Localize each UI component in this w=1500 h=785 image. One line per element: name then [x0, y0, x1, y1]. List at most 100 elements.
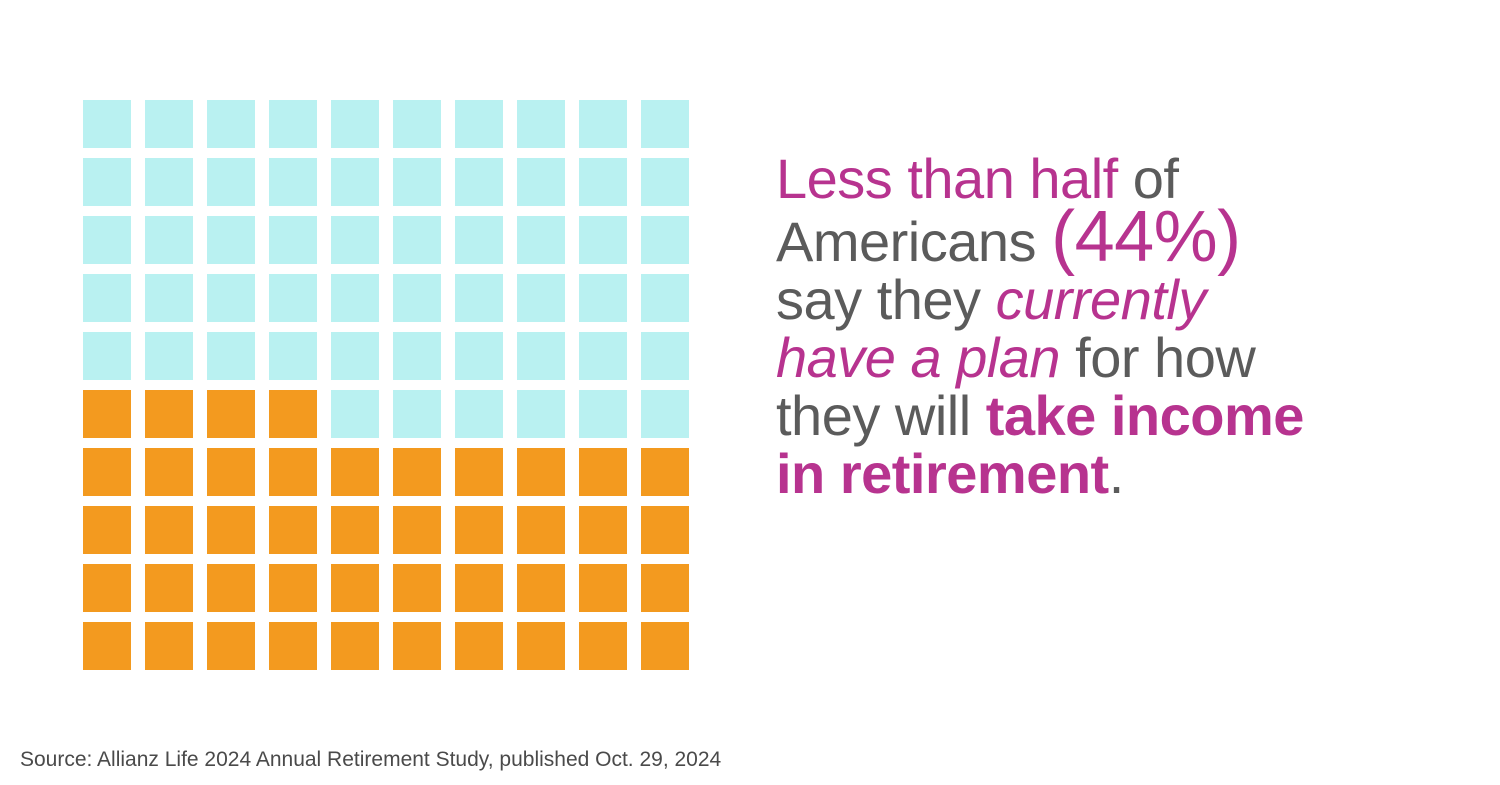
waffle-cell-filled [269, 622, 317, 670]
waffle-cell-empty [517, 158, 565, 206]
waffle-cell-empty [455, 158, 503, 206]
headline-currently: currently [995, 268, 1207, 331]
waffle-cell-filled [145, 448, 193, 496]
waffle-cell-filled [83, 564, 131, 612]
waffle-cell-empty [641, 100, 689, 148]
waffle-cell-filled [83, 506, 131, 554]
headline-have-a-plan: have a plan [776, 326, 1061, 389]
waffle-cell-empty [517, 274, 565, 322]
waffle-cell-empty [579, 274, 627, 322]
waffle-cell-empty [331, 274, 379, 322]
waffle-cell-empty [269, 100, 317, 148]
waffle-cell-filled [455, 506, 503, 554]
waffle-cell-empty [393, 158, 441, 206]
waffle-cell-empty [83, 158, 131, 206]
waffle-cell-empty [455, 100, 503, 148]
headline-period: . [1108, 442, 1125, 505]
waffle-cell-filled [83, 448, 131, 496]
headline-take-income: take income [985, 384, 1305, 447]
waffle-cell-empty [641, 390, 689, 438]
waffle-cell-empty [517, 332, 565, 380]
waffle-cell-empty [83, 100, 131, 148]
waffle-cell-filled [331, 622, 379, 670]
waffle-cell-filled [331, 506, 379, 554]
headline-less-than-half: Less than half [776, 147, 1118, 210]
waffle-cell-empty [207, 274, 255, 322]
waffle-cell-filled [517, 506, 565, 554]
waffle-cell-filled [579, 564, 627, 612]
waffle-cell-empty [393, 100, 441, 148]
waffle-cell-filled [207, 622, 255, 670]
waffle-cell-filled [83, 622, 131, 670]
waffle-cell-empty [207, 332, 255, 380]
waffle-cell-filled [269, 448, 317, 496]
waffle-cell-filled [83, 390, 131, 438]
waffle-cell-filled [641, 448, 689, 496]
waffle-cell-empty [393, 390, 441, 438]
waffle-cell-empty [517, 216, 565, 264]
waffle-cell-empty [517, 100, 565, 148]
waffle-cell-filled [269, 506, 317, 554]
waffle-cell-filled [207, 390, 255, 438]
headline-line-4: have a plan for how [776, 329, 1476, 387]
waffle-cell-filled [455, 448, 503, 496]
waffle-cell-empty [455, 216, 503, 264]
waffle-cell-empty [269, 158, 317, 206]
waffle-cell-filled [579, 448, 627, 496]
waffle-cell-empty [579, 390, 627, 438]
waffle-cell-empty [145, 100, 193, 148]
waffle-cell-empty [331, 100, 379, 148]
waffle-cell-empty [393, 216, 441, 264]
waffle-cell-filled [331, 448, 379, 496]
waffle-cell-filled [393, 448, 441, 496]
waffle-cell-filled [393, 622, 441, 670]
waffle-cell-filled [579, 506, 627, 554]
headline-percent: (44%) [1051, 197, 1241, 277]
waffle-cell-empty [145, 274, 193, 322]
waffle-cell-filled [455, 564, 503, 612]
waffle-cell-empty [145, 332, 193, 380]
waffle-cell-empty [393, 332, 441, 380]
waffle-cell-empty [455, 274, 503, 322]
waffle-cell-filled [269, 564, 317, 612]
waffle-cell-filled [393, 506, 441, 554]
waffle-cell-empty [579, 216, 627, 264]
waffle-cell-filled [145, 564, 193, 612]
headline-in-retirement: in retirement [776, 442, 1109, 505]
waffle-cell-empty [331, 390, 379, 438]
waffle-cell-empty [207, 158, 255, 206]
waffle-cell-empty [641, 216, 689, 264]
headline-say-they: say they [776, 268, 996, 331]
waffle-cell-empty [269, 332, 317, 380]
waffle-cell-filled [517, 622, 565, 670]
waffle-chart [83, 100, 689, 670]
waffle-cell-empty [83, 332, 131, 380]
headline-for-how: for how [1060, 326, 1256, 389]
waffle-cell-empty [207, 216, 255, 264]
waffle-cell-empty [579, 100, 627, 148]
waffle-cell-empty [579, 158, 627, 206]
headline-americans: Americans [776, 210, 1052, 273]
waffle-cell-empty [83, 274, 131, 322]
waffle-cell-filled [145, 390, 193, 438]
waffle-cell-empty [331, 332, 379, 380]
waffle-cell-filled [393, 564, 441, 612]
waffle-cell-empty [331, 158, 379, 206]
headline: Less than half of Americans (44%) say th… [776, 150, 1476, 503]
waffle-cell-filled [145, 622, 193, 670]
headline-line-3: say they currently [776, 271, 1476, 329]
headline-line-1: Less than half of [776, 150, 1476, 208]
waffle-cell-filled [641, 506, 689, 554]
waffle-cell-empty [641, 158, 689, 206]
waffle-cell-filled [641, 564, 689, 612]
waffle-cell-filled [517, 564, 565, 612]
headline-line-2: Americans (44%) [776, 201, 1476, 273]
headline-line-5: they will take income [776, 387, 1476, 445]
waffle-cell-empty [83, 216, 131, 264]
waffle-cell-filled [455, 622, 503, 670]
waffle-cell-empty [269, 216, 317, 264]
waffle-cell-filled [145, 506, 193, 554]
waffle-cell-empty [331, 216, 379, 264]
waffle-cell-filled [207, 564, 255, 612]
waffle-cell-filled [331, 564, 379, 612]
